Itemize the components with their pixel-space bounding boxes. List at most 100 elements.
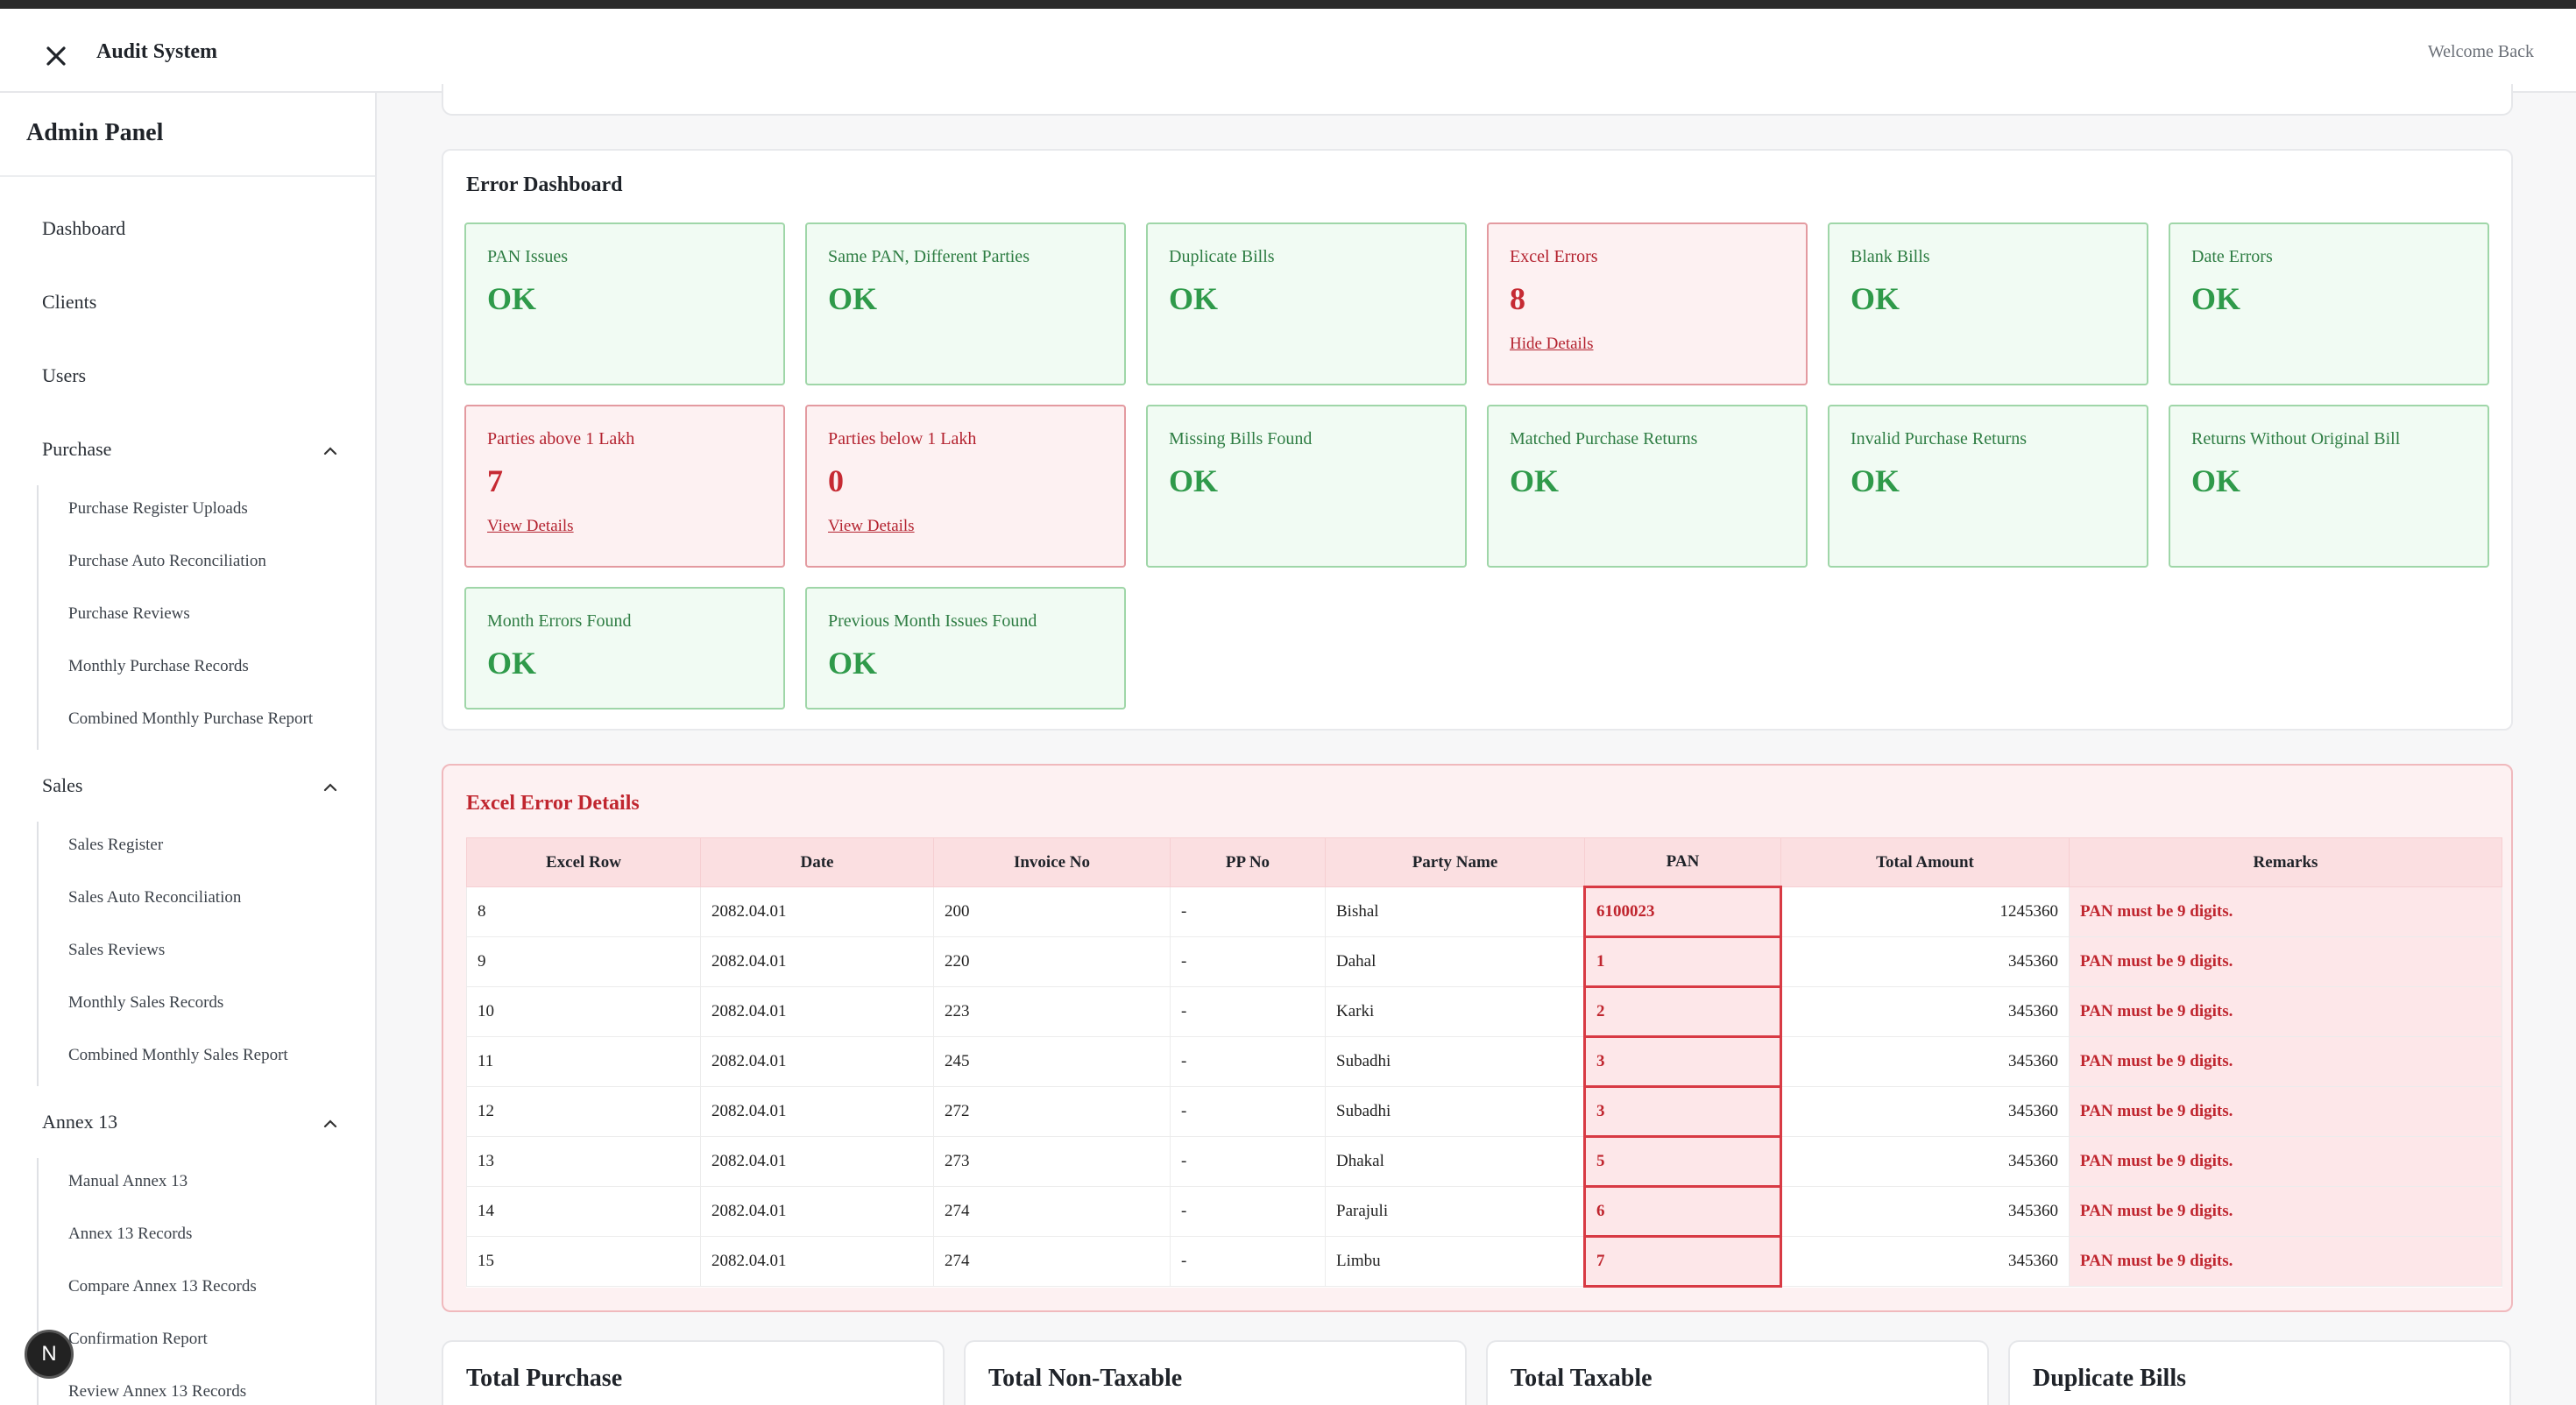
card-blank-bills: Blank Bills OK	[1828, 222, 2148, 385]
hide-details-link[interactable]: Hide Details	[1510, 335, 1594, 353]
sidebar-item-compare-annex-13-records[interactable]: Compare Annex 13 Records	[68, 1277, 257, 1296]
cell-pp-no: -	[1170, 936, 1326, 987]
cell-excel-row: 10	[466, 986, 701, 1037]
sidebar-item-combined-monthly-sales-report[interactable]: Combined Monthly Sales Report	[68, 1046, 288, 1064]
card-missing-bills-found: Missing Bills Found OK	[1146, 405, 1467, 568]
cell-excel-row: 13	[466, 1136, 701, 1187]
card-value: 7	[487, 463, 503, 498]
column-header[interactable]: Total Amount	[1780, 837, 2070, 887]
cell-remarks: PAN must be 9 digits.	[2069, 1186, 2502, 1237]
table-row: 10 2082.04.01 223 - Karki 2 345360 PAN m…	[466, 985, 2502, 1038]
welcome-text: Welcome Back	[2427, 42, 2534, 61]
sidebar-item-combined-monthly-purchase-report[interactable]: Combined Monthly Purchase Report	[68, 710, 314, 728]
cell-invoice-no: 200	[933, 886, 1171, 937]
summary-card-title: Total Taxable	[1511, 1365, 1652, 1392]
card-value: OK	[487, 646, 537, 681]
top-bar: Audit System Welcome Back	[0, 9, 2576, 93]
cell-total-amount: 345360	[1780, 1086, 2070, 1137]
column-header[interactable]: Remarks	[2069, 837, 2502, 887]
view-details-link[interactable]: View Details	[828, 517, 915, 535]
column-header[interactable]: Excel Row	[466, 837, 701, 887]
card-value: 0	[828, 463, 844, 498]
sidebar-item-clients[interactable]: Clients	[42, 291, 97, 313]
card-duplicate-bills: Duplicate Bills OK	[1146, 222, 1467, 385]
card-label: Date Errors	[2191, 247, 2273, 266]
cell-invoice-no: 220	[933, 936, 1171, 987]
summary-card-title: Duplicate Bills	[2033, 1365, 2187, 1392]
cell-total-amount: 345360	[1780, 936, 2070, 987]
column-header[interactable]: PAN	[1584, 837, 1781, 887]
cell-party-name: Subadhi	[1325, 1086, 1585, 1137]
card-month-errors-found: Month Errors Found OK	[464, 587, 785, 710]
cell-total-amount: 345360	[1780, 986, 2070, 1037]
cell-date: 2082.04.01	[700, 1136, 934, 1187]
app-title: Audit System	[96, 40, 218, 63]
view-details-link[interactable]: View Details	[487, 517, 574, 535]
sidebar-item-dashboard[interactable]: Dashboard	[42, 217, 126, 239]
cell-total-amount: 345360	[1780, 1136, 2070, 1187]
sidebar-item-users[interactable]: Users	[42, 364, 87, 386]
cell-pan: 2	[1583, 985, 1782, 1038]
cell-pp-no: -	[1170, 1236, 1326, 1287]
card-pan-issues: PAN Issues OK	[464, 222, 785, 385]
sidebar-group-purchase[interactable]: Purchase	[42, 438, 340, 473]
cell-date: 2082.04.01	[700, 936, 934, 987]
card-label: PAN Issues	[487, 247, 569, 266]
excel-error-details-panel: Excel Error Details Excel Row Date Invoi…	[442, 764, 2513, 1312]
sidebar-item-monthly-sales-records[interactable]: Monthly Sales Records	[68, 993, 224, 1012]
sidebar-item-sales-reviews[interactable]: Sales Reviews	[68, 941, 166, 959]
error-dashboard-panel: Error Dashboard PAN Issues OK Same PAN, …	[442, 149, 2513, 731]
card-returns-without-original-bill: Returns Without Original Bill OK	[2169, 405, 2489, 568]
column-header[interactable]: PP No	[1170, 837, 1326, 887]
cell-invoice-no: 223	[933, 986, 1171, 1037]
cell-date: 2082.04.01	[700, 886, 934, 937]
sidebar-item-sales-auto-reconciliation[interactable]: Sales Auto Reconciliation	[68, 888, 242, 907]
cell-total-amount: 345360	[1780, 1036, 2070, 1087]
sidebar-item-manual-annex-13[interactable]: Manual Annex 13	[68, 1172, 188, 1190]
sidebar-group-annex-13[interactable]: Annex 13	[42, 1111, 340, 1146]
card-same-pan-different-parties: Same PAN, Different Parties OK	[805, 222, 1126, 385]
card-label: Same PAN, Different Parties	[828, 247, 1030, 266]
cell-date: 2082.04.01	[700, 1036, 934, 1087]
cell-date: 2082.04.01	[700, 1186, 934, 1237]
scrolled-card-edge	[442, 84, 2513, 116]
card-value: OK	[828, 281, 878, 316]
sidebar-item-review-annex-13-records[interactable]: Review Annex 13 Records	[68, 1382, 247, 1401]
sidebar-item-monthly-purchase-records[interactable]: Monthly Purchase Records	[68, 657, 249, 675]
column-header[interactable]: Party Name	[1325, 837, 1585, 887]
cell-date: 2082.04.01	[700, 1236, 934, 1287]
sidebar-item-confirmation-report[interactable]: Confirmation Report	[68, 1330, 208, 1348]
sidebar-item-purchase-auto-reconciliation[interactable]: Purchase Auto Reconciliation	[68, 552, 266, 570]
column-header[interactable]: Invoice No	[933, 837, 1171, 887]
sidebar-item-annex-13-records[interactable]: Annex 13 Records	[68, 1225, 193, 1243]
card-label: Excel Errors	[1510, 247, 1598, 266]
avatar[interactable]: N	[25, 1330, 74, 1379]
chevron-up-icon	[323, 1119, 337, 1128]
sales-subnav-rail	[37, 822, 39, 1086]
cell-invoice-no: 245	[933, 1036, 1171, 1087]
card-parties-below-1-lakh: Parties below 1 Lakh 0 View Details	[805, 405, 1126, 568]
column-header[interactable]: Date	[700, 837, 934, 887]
cell-invoice-no: 272	[933, 1086, 1171, 1137]
cell-party-name: Parajuli	[1325, 1186, 1585, 1237]
card-label: Returns Without Original Bill	[2191, 429, 2401, 448]
sidebar-item-purchase-register-uploads[interactable]: Purchase Register Uploads	[68, 499, 248, 518]
table-row: 8 2082.04.01 200 - Bishal 6100023 124536…	[466, 886, 2502, 938]
cell-remarks: PAN must be 9 digits.	[2069, 986, 2502, 1037]
cell-remarks: PAN must be 9 digits.	[2069, 1036, 2502, 1087]
summary-card-title: Total Non-Taxable	[988, 1365, 1183, 1392]
cell-party-name: Subadhi	[1325, 1036, 1585, 1087]
sidebar-item-purchase-reviews[interactable]: Purchase Reviews	[68, 604, 190, 623]
card-label: Parties below 1 Lakh	[828, 429, 977, 448]
summary-card-title: Total Purchase	[466, 1365, 623, 1392]
card-value: OK	[2191, 463, 2241, 498]
main-content: Error Dashboard PAN Issues OK Same PAN, …	[379, 84, 2576, 1405]
sidebar-item-sales-register[interactable]: Sales Register	[68, 836, 164, 854]
cell-pan: 3	[1583, 1035, 1782, 1088]
close-icon[interactable]	[39, 39, 74, 74]
annex-subnav-rail	[37, 1158, 39, 1405]
sidebar-group-label: Purchase	[42, 438, 112, 460]
sidebar-group-sales[interactable]: Sales	[42, 774, 340, 809]
cell-invoice-no: 273	[933, 1136, 1171, 1187]
cell-excel-row: 12	[466, 1086, 701, 1137]
